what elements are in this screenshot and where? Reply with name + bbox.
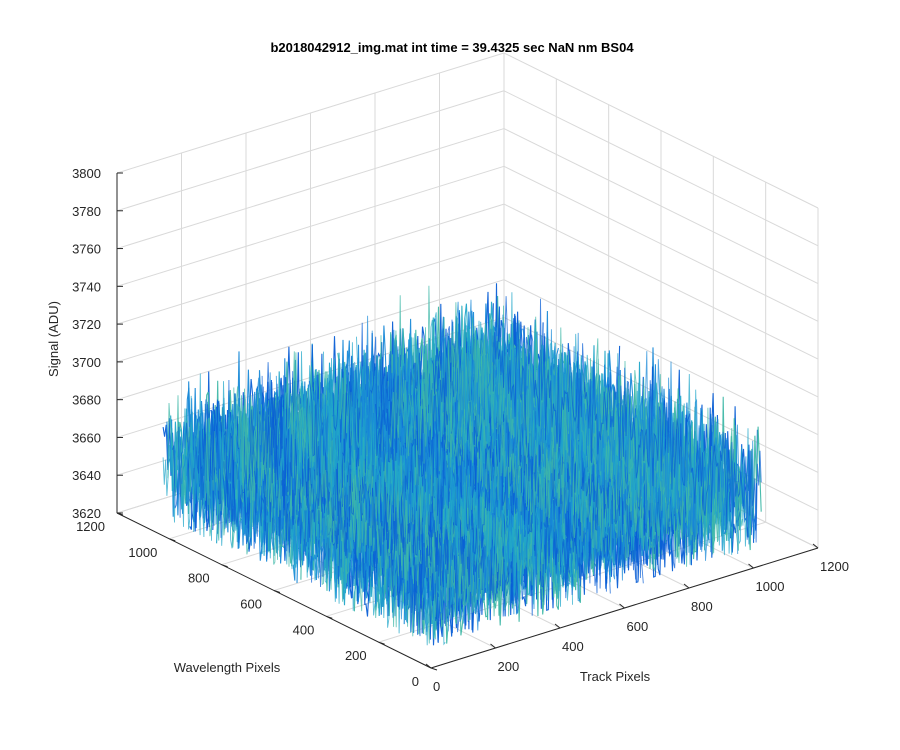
- z-tick-label: 3740: [72, 279, 101, 294]
- y-axis-label: Wavelength Pixels: [174, 660, 281, 675]
- chart-title: b2018042912_img.mat int time = 39.4325 s…: [270, 40, 634, 55]
- surface-column: [492, 296, 762, 543]
- y-tick-label: 600: [240, 597, 262, 612]
- y-tick-labels: 0 200 400 600 800 1000 1200: [76, 519, 419, 689]
- y-tick-mark: [378, 641, 385, 645]
- side-wall-grid-line: [503, 52, 819, 209]
- x-tick-mark: [812, 543, 819, 549]
- z-tick-label: 3800: [72, 166, 101, 181]
- z-tick-label: 3720: [72, 317, 101, 332]
- x-tick-label: 400: [562, 639, 584, 654]
- x-tick-label: 600: [627, 619, 649, 634]
- back-wall-grid-line: [116, 128, 505, 250]
- z-tick-label: 3620: [72, 506, 101, 521]
- x-tick-label: 0: [433, 679, 440, 694]
- z-tick-label: 3760: [72, 242, 101, 257]
- y-tick-mark: [326, 615, 333, 619]
- back-wall-grid-line: [116, 52, 505, 174]
- axis-layer: [116, 172, 819, 671]
- z-tick-label: 3780: [72, 204, 101, 219]
- side-wall-grid-line: [503, 279, 819, 436]
- side-wall-grid-line: [503, 203, 819, 360]
- x-tick-label: 1000: [756, 579, 785, 594]
- x-tick-label: 200: [498, 659, 520, 674]
- x-tick-label: 800: [691, 599, 713, 614]
- y-tick-label: 400: [293, 622, 315, 637]
- x-tick-mark: [683, 583, 690, 589]
- side-wall-grid-line: [503, 165, 819, 322]
- x-tick-mark: [490, 643, 496, 649]
- z-tick-label: 3660: [72, 430, 101, 445]
- back-wall-grid-line: [116, 279, 505, 401]
- x-tick-mark: [554, 623, 561, 629]
- y-tick-mark: [273, 590, 281, 593]
- back-wall-grid-line: [116, 90, 505, 212]
- y-tick-label: 1200: [76, 519, 105, 534]
- y-tick-label: 800: [188, 571, 210, 586]
- y-tick-mark: [430, 667, 438, 671]
- z-tick-label: 3680: [72, 393, 101, 408]
- z-tick-labels: 3620 3640 3660 3680 3700 3720 3740 3760 3780 3800: [72, 166, 101, 521]
- back-wall-grid-line: [116, 165, 505, 287]
- x-tick-labels: 0 200 400 600 800 1000 1200: [433, 559, 849, 694]
- side-wall-grid-line: [503, 90, 819, 247]
- x-tick-mark: [425, 663, 432, 669]
- y-tick-label: 0: [412, 674, 419, 689]
- y-tick-mark: [169, 538, 176, 542]
- x-axis-label: Track Pixels: [580, 669, 651, 684]
- x-tick-mark: [748, 563, 754, 569]
- x-tick-mark: [619, 603, 625, 609]
- back-wall-grid-line: [116, 241, 505, 363]
- z-tick-label: 3700: [72, 355, 101, 370]
- y-tick-label: 1000: [128, 545, 157, 560]
- y-tick-mark: [221, 564, 228, 568]
- z-tick-label: 3640: [72, 468, 101, 483]
- x-tick-label: 1200: [820, 559, 849, 574]
- back-wall-grid-line: [116, 203, 505, 325]
- side-wall-grid-line: [503, 241, 819, 398]
- y-tick-label: 200: [345, 648, 367, 663]
- surface-layer: [162, 283, 762, 646]
- side-wall-grid-line: [503, 128, 819, 285]
- z-axis-label: Signal (ADU): [46, 301, 61, 377]
